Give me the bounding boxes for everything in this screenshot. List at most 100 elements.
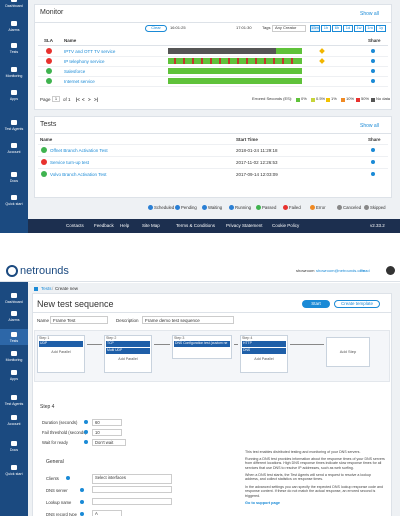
step-test[interactable]: TCP <box>106 341 150 347</box>
range-button[interactable]: 1d <box>343 25 353 32</box>
field-label: Lookup name <box>46 500 72 505</box>
sidebar-item[interactable]: Dashboard <box>5 300 23 304</box>
range-button[interactable]: 1h <box>321 25 331 32</box>
sidebar-item[interactable]: Quick start <box>5 202 23 206</box>
test-name[interactable]: Service turn-up test <box>50 159 90 165</box>
range-button[interactable]: 1y <box>376 25 386 32</box>
page-input[interactable]: 1 <box>52 96 60 102</box>
range-button[interactable]: 15m <box>310 25 320 32</box>
range-button[interactable]: 1m <box>365 25 375 32</box>
field-input[interactable]: Don't wait <box>92 438 126 446</box>
footer-link[interactable]: Site Map <box>142 223 160 228</box>
sidebar-item[interactable]: Apps <box>9 97 19 101</box>
share-icon[interactable] <box>371 69 375 73</box>
sidebar-icon <box>11 172 17 177</box>
footer-link[interactable]: Privacy Statement <box>226 223 263 228</box>
test-name[interactable]: Volvo Branch Activation Test <box>50 171 107 177</box>
sidebar-item[interactable]: Account <box>7 150 21 154</box>
page-nav[interactable]: > <box>88 97 91 102</box>
creator-select[interactable]: Any Creator <box>272 25 306 32</box>
service-name[interactable]: Salesforce <box>64 68 86 74</box>
share-icon[interactable] <box>371 172 375 176</box>
text-input[interactable]: Frame demo test sequence <box>142 316 234 324</box>
footer-link[interactable]: Feedback <box>94 223 114 228</box>
clear-button[interactable]: Clear <box>145 25 167 32</box>
sidebar-item[interactable]: Apps <box>9 377 19 381</box>
show-all[interactable]: Show all <box>360 11 379 17</box>
help-text: Running a DNS test provides information … <box>245 457 385 470</box>
timeline-error <box>183 58 185 64</box>
timeline-error <box>201 58 203 64</box>
timeline-bar <box>168 68 302 74</box>
share-icon[interactable] <box>371 160 375 164</box>
sidebar-icon <box>11 395 17 400</box>
field-input[interactable]: A <box>92 510 122 516</box>
field-input[interactable]: Select interfaces <box>92 474 172 484</box>
sidebar-item[interactable]: Account <box>7 422 21 426</box>
service-name[interactable]: Internet service <box>64 78 95 84</box>
step-arrow <box>290 344 324 345</box>
service-name[interactable]: IPTV and OTT TV service <box>64 48 116 54</box>
page-nav[interactable]: >| <box>94 97 98 102</box>
show-all[interactable]: Show all <box>360 123 379 129</box>
step-test[interactable]: Multi UDP <box>106 348 150 354</box>
text-input[interactable]: Frame Test <box>50 316 108 324</box>
step-test[interactable]: UDP <box>39 341 83 347</box>
footer-link[interactable]: Cookie Policy <box>272 223 300 228</box>
sidebar-item[interactable]: Docs <box>9 448 19 452</box>
row-divider <box>38 156 388 157</box>
footer-link[interactable]: Terms & Conditions <box>176 223 216 228</box>
range-button[interactable]: 1w <box>354 25 364 32</box>
range-button[interactable]: 6h <box>332 25 342 32</box>
sidebar-item[interactable]: Dashboard <box>5 4 23 8</box>
sidebar-item[interactable]: Docs <box>9 179 19 183</box>
step-test[interactable]: HTTP <box>242 341 286 347</box>
sidebar-item[interactable]: Quick start <box>5 472 23 476</box>
share-icon[interactable] <box>371 79 375 83</box>
page-nav[interactable]: < <box>82 97 85 102</box>
step-test[interactable]: DNS <box>242 348 286 354</box>
add-parallel[interactable]: Add Parallel <box>254 357 274 361</box>
footer-link[interactable]: Contacts <box>66 223 84 228</box>
step-arrow <box>154 344 170 345</box>
status-swatch <box>229 205 234 210</box>
timeline-bar <box>168 48 302 54</box>
row-divider <box>38 86 388 87</box>
service-name[interactable]: IP telephony service <box>64 58 105 64</box>
header <box>0 262 400 282</box>
sidebar-item[interactable]: Monitoring <box>5 358 23 362</box>
sidebar-item[interactable]: Alarms <box>8 318 20 322</box>
sidebar-icon <box>11 21 17 26</box>
footer-link[interactable]: Help <box>120 223 130 228</box>
page-nav[interactable]: |< <box>76 97 80 102</box>
share-icon[interactable] <box>371 49 375 53</box>
field-input[interactable]: 60 <box>92 418 122 426</box>
add-step[interactable]: Add Step <box>326 337 370 367</box>
timeline-error <box>246 58 248 64</box>
start-time: 2017-09-14 12:03:09 <box>236 171 278 177</box>
test-name[interactable]: Offnet Branch Activation Test <box>50 147 108 153</box>
breadcrumb[interactable]: Tests <box>41 286 52 291</box>
field-input[interactable] <box>92 486 172 493</box>
field-input[interactable] <box>92 498 172 505</box>
share-icon[interactable] <box>371 148 375 152</box>
start-button[interactable]: Start <box>302 300 330 308</box>
add-parallel[interactable]: Add Parallel <box>51 350 71 354</box>
sidebar-item[interactable]: Alarms <box>8 28 20 32</box>
add-parallel[interactable]: Add Parallel <box>118 357 138 361</box>
user-email[interactable]: showroom@netrounds.com <box>316 268 365 273</box>
step-test[interactable]: DNS Configuration test (custom ne <box>174 341 230 347</box>
sidebar-item[interactable]: Test Agents <box>4 402 24 406</box>
breadcrumb-home[interactable] <box>34 287 38 291</box>
sidebar-item[interactable]: Tests <box>9 50 19 54</box>
timeline-error <box>282 58 284 64</box>
field-input[interactable]: 10 <box>92 428 122 436</box>
sidebar-item[interactable]: Monitoring <box>5 74 23 78</box>
share-icon[interactable] <box>371 59 375 63</box>
sidebar-item[interactable]: Tests <box>9 339 19 343</box>
read-link[interactable]: Read <box>360 268 370 273</box>
support-link[interactable]: Go to support page <box>245 501 281 505</box>
sidebar-item[interactable]: Test Agents <box>4 127 24 131</box>
template-button[interactable]: Create template <box>334 300 380 308</box>
time-label: 16:01:25 <box>170 25 186 30</box>
